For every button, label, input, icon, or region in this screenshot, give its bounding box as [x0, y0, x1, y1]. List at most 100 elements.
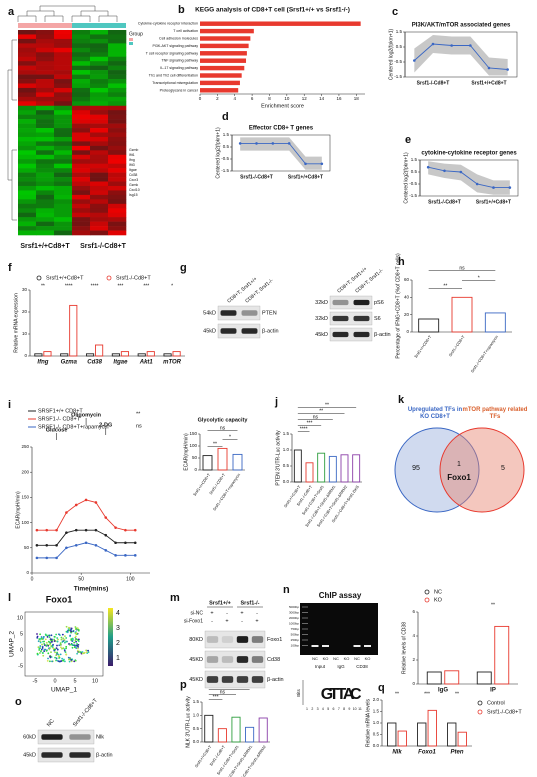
- decoration: [332, 331, 349, 338]
- decoration: [72, 203, 91, 209]
- decoration: [206, 676, 219, 683]
- logo-position: 4: [322, 707, 324, 711]
- decoration: [90, 110, 109, 115]
- row-mark: -: [211, 618, 213, 624]
- decoration: [18, 74, 37, 80]
- decoration: [108, 194, 127, 200]
- y-tick-label: 4: [412, 633, 415, 638]
- decoration: [36, 275, 42, 281]
- decoration: [90, 226, 109, 231]
- decoration: [221, 636, 234, 643]
- point: [124, 528, 127, 532]
- ladder-label: 100bp: [291, 643, 300, 647]
- y-tick-label: Cell adhesion molecules: [159, 36, 198, 40]
- decoration: [108, 132, 127, 138]
- bar: [245, 726, 255, 743]
- lane-label: KO: [365, 656, 371, 661]
- decoration: [73, 646, 76, 649]
- y-tick-label: 20: [404, 312, 410, 317]
- band-label: PTEN: [262, 310, 277, 316]
- bar: [200, 88, 239, 93]
- point: [487, 66, 491, 70]
- decoration: [60, 646, 62, 649]
- decoration: [60, 636, 63, 639]
- chart-title: KEGG analysis of CD8+T cell (Srsf1+/+ vs…: [195, 7, 350, 14]
- gene-label: Gzmb: [129, 148, 138, 152]
- decoration: [18, 221, 37, 227]
- decoration: [81, 651, 84, 653]
- decoration: [364, 645, 371, 647]
- decoration: [72, 96, 91, 102]
- decoration: [90, 212, 109, 218]
- decoration: [18, 181, 37, 187]
- point: [255, 142, 258, 145]
- point: [55, 556, 58, 560]
- decoration: [75, 647, 78, 649]
- decoration: [90, 199, 109, 205]
- y-tick-label: 150: [189, 431, 197, 436]
- decoration: [353, 645, 361, 647]
- decoration: [251, 656, 264, 663]
- decoration: [18, 87, 37, 93]
- decoration: [72, 172, 91, 178]
- decoration: [50, 651, 52, 654]
- decoration: [45, 645, 48, 647]
- decoration: [90, 203, 109, 209]
- decoration: [54, 70, 73, 75]
- decoration: [204, 670, 266, 689]
- decoration: [74, 659, 77, 662]
- bar: [352, 454, 361, 483]
- x-axis-label: Time(mins): [74, 586, 109, 593]
- decoration: [36, 177, 55, 182]
- decoration: [54, 203, 73, 209]
- decoration: [77, 640, 80, 643]
- annotation: *: [478, 275, 480, 281]
- lane-label: KO: [323, 656, 329, 661]
- lane-label: CD8+T; Srsf1+/+: [226, 276, 258, 304]
- decoration: [90, 61, 109, 66]
- decoration: [90, 56, 109, 62]
- panel-letter: p: [180, 679, 187, 691]
- colorbar-tick: 1: [116, 655, 120, 662]
- decoration: [90, 47, 109, 53]
- decoration: [36, 212, 55, 218]
- decoration: [108, 208, 127, 214]
- point: [84, 498, 88, 502]
- y-tick-label: -1.5: [409, 193, 417, 198]
- y-tick-label: 10: [22, 331, 28, 336]
- decoration: [90, 230, 109, 236]
- x-tick-label: 18: [354, 96, 360, 101]
- row-label: si-NC: [191, 610, 204, 616]
- band-label: Nlk: [96, 734, 104, 740]
- panel-letter: k: [398, 394, 405, 406]
- lane-label: CD8+T; Srsf1+/+: [336, 266, 368, 294]
- decoration: [36, 199, 55, 205]
- annotation: **: [455, 691, 459, 697]
- point: [506, 68, 509, 71]
- legend-title: Group: [129, 31, 143, 37]
- bar: [200, 51, 247, 56]
- decoration: [108, 101, 127, 107]
- row-mark: +: [225, 618, 228, 624]
- bar: [232, 453, 243, 471]
- point: [84, 541, 88, 545]
- decoration: [41, 645, 44, 648]
- decoration: [90, 185, 109, 191]
- decoration: [54, 651, 57, 654]
- bar: [200, 58, 247, 63]
- decoration: [54, 83, 73, 89]
- decoration: [18, 128, 37, 133]
- decoration: [39, 633, 42, 636]
- decoration: [90, 79, 109, 84]
- decoration: [108, 30, 127, 35]
- y-tick-label: -0.5: [221, 156, 229, 161]
- decoration: [329, 295, 373, 310]
- bar: [200, 21, 361, 26]
- decoration: [77, 638, 80, 641]
- decoration: [41, 643, 43, 646]
- decoration: [58, 644, 61, 647]
- annotation: ****: [65, 283, 73, 289]
- line: [414, 43, 508, 70]
- decoration: [68, 658, 70, 661]
- decoration: [43, 649, 46, 651]
